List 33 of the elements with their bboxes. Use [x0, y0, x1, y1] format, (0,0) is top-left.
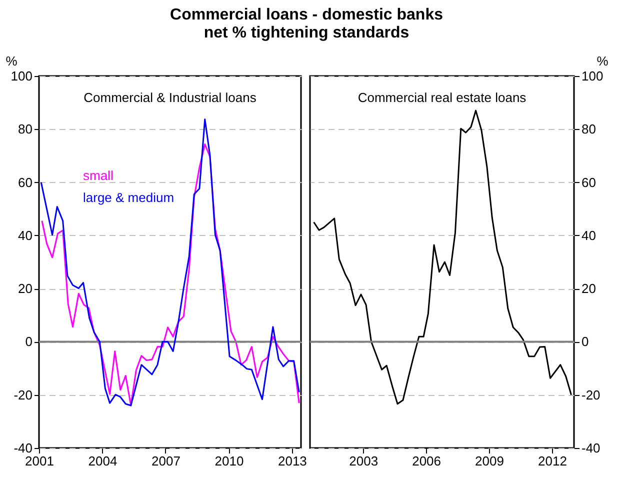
y-tick-label: 40 — [582, 228, 596, 243]
x-tick-label: 2012 — [538, 454, 567, 468]
chart-subtitle: net % tightening standards — [204, 24, 410, 42]
y-tick-label: 20 — [582, 281, 596, 296]
x-tick-label: 2009 — [475, 454, 504, 468]
y-tick-label: -40 — [14, 440, 32, 456]
y-tick-label: 100 — [582, 68, 604, 84]
y-tick-label: 0 — [25, 334, 32, 350]
y-axis-title: % — [6, 54, 18, 68]
x-tick-label: 2013 — [278, 454, 307, 468]
x-tick-label: 2004 — [88, 454, 118, 468]
series-label: large & medium — [83, 190, 174, 205]
x-tick-label: 2007 — [152, 454, 180, 468]
x-tick-label: 2010 — [214, 454, 244, 468]
y-tick-label: 80 — [18, 122, 32, 137]
y-tick-label: 20 — [18, 281, 32, 296]
y-tick-label: 60 — [18, 174, 32, 190]
annotation: Commercial real estate loans — [358, 90, 527, 105]
y-tick-label: 100 — [10, 68, 32, 84]
y-tick-label: 60 — [582, 174, 596, 190]
text: small — [83, 168, 114, 183]
x-tick-label: 2001 — [25, 454, 54, 468]
y-tick-label: 0 — [582, 334, 589, 350]
y-tick-label: 40 — [18, 228, 32, 243]
y-axis-title: % — [596, 54, 609, 68]
y-tick-label: 80 — [582, 122, 596, 137]
y-tick-label: -20 — [14, 387, 32, 402]
x-tick-label: 2003 — [349, 454, 378, 468]
y-tick-label: -40 — [582, 440, 600, 456]
y-tick-label: -20 — [582, 387, 600, 402]
chart-title: Commercial loans - domestic banks — [170, 6, 444, 24]
x-tick-label: 2006 — [412, 454, 442, 468]
annotation: Commercial & Industrial loans — [84, 90, 257, 105]
